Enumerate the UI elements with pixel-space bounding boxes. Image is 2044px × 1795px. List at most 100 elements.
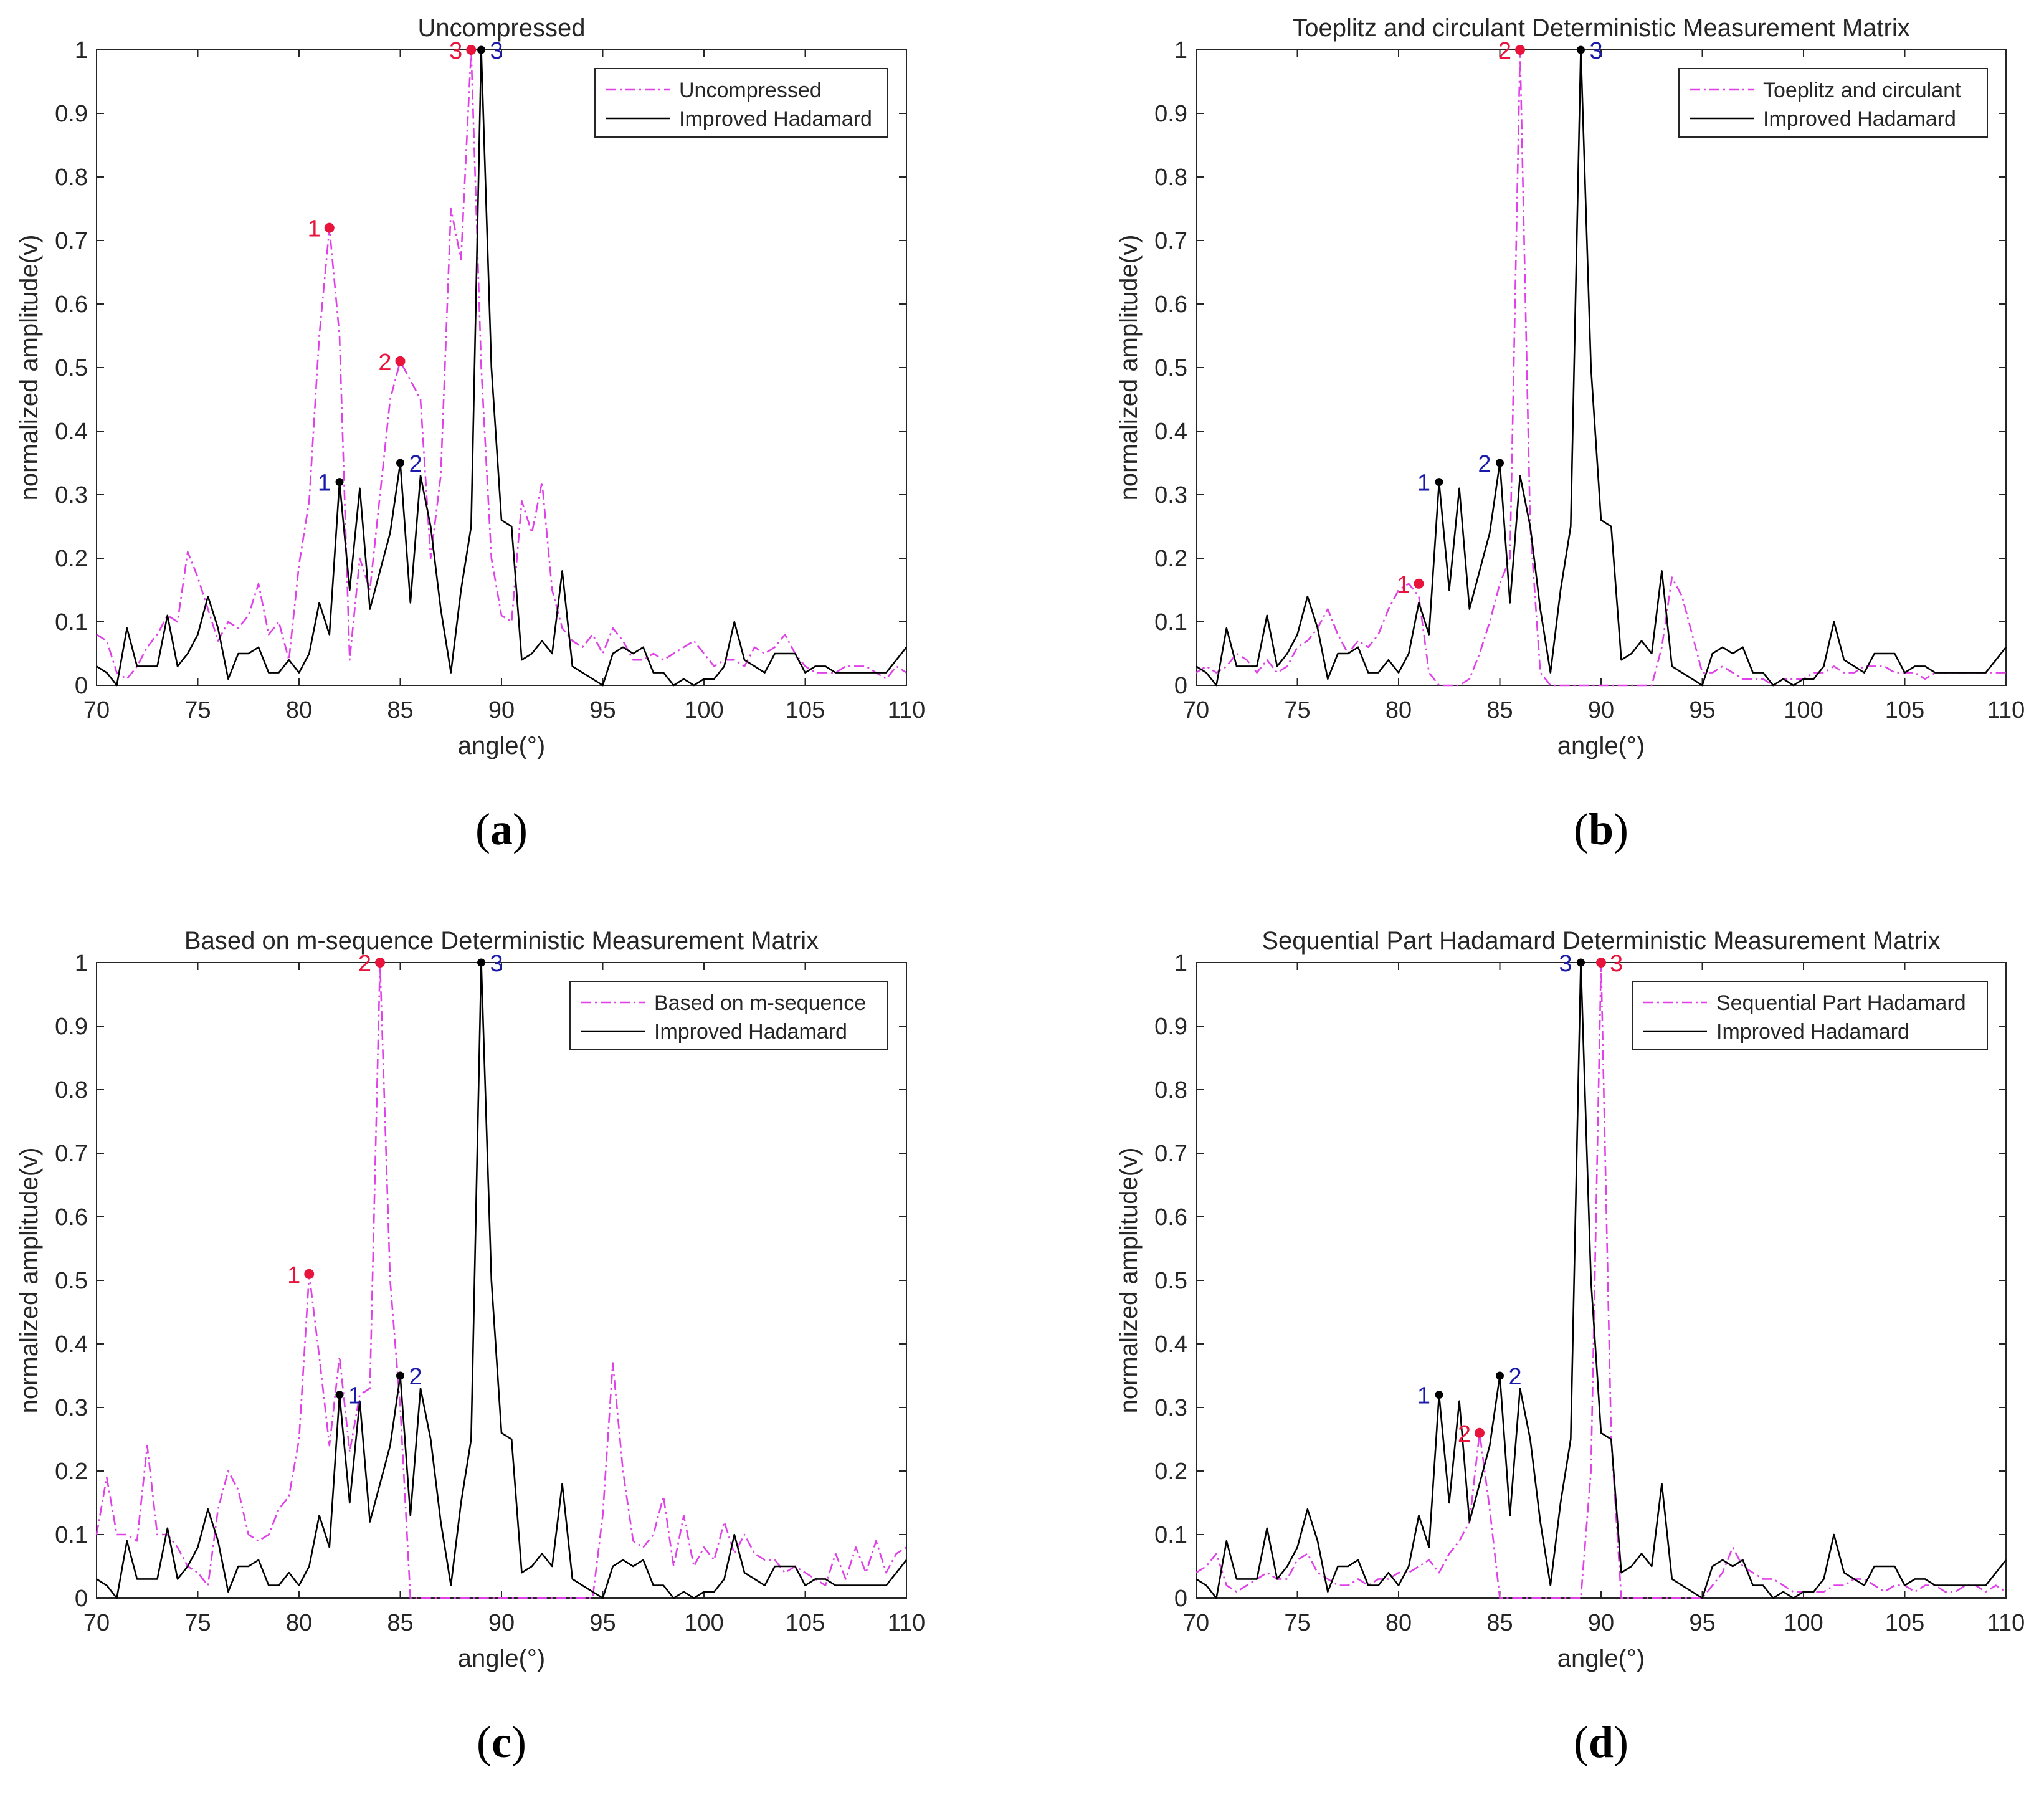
y-tick-label: 0.7 — [55, 1141, 88, 1167]
x-tick-label: 100 — [1784, 697, 1823, 723]
peak-marker — [375, 958, 385, 968]
x-axis-label: angle(°) — [1557, 732, 1645, 759]
x-tick-label: 100 — [1784, 1610, 1823, 1636]
x-tick-label: 95 — [1689, 697, 1715, 723]
chart-panel-c: 70 75 80 85 90 95 100 105 110 0 0.1 0.2 0.3 0.4 0.5 0.6… — [16, 927, 925, 1767]
x-tick-label: 85 — [1486, 1610, 1513, 1636]
peak-marker — [395, 356, 406, 366]
peak-label: 2 — [378, 350, 391, 376]
peak-marker — [1577, 958, 1585, 967]
y-axis-label: normalized amplitude(v) — [16, 235, 43, 501]
x-tick-label: 75 — [184, 1610, 211, 1636]
chart-title: Based on m-sequence Deterministic Measur… — [184, 927, 819, 955]
plot-area — [96, 962, 907, 1599]
peak-label: 3 — [449, 38, 462, 64]
panel-label: (a) — [475, 804, 528, 854]
peak-marker — [1496, 459, 1504, 467]
peak-marker — [1596, 958, 1606, 968]
series-line-improved-hadamard — [1196, 49, 2007, 687]
series-line-improved-hadamard — [1196, 961, 2007, 1599]
y-tick-label: 0.8 — [1154, 164, 1187, 191]
y-tick-label: 0.9 — [55, 1014, 88, 1040]
x-tick-label: 75 — [1284, 1610, 1310, 1636]
peak-label: 3 — [1610, 951, 1623, 977]
x-tick-label: 80 — [1386, 1610, 1412, 1636]
x-axis-label: angle(°) — [458, 1645, 546, 1672]
y-tick-label: 0.4 — [55, 419, 88, 445]
plot-area — [1196, 962, 2007, 1599]
peak-marker — [1496, 1371, 1504, 1380]
x-tick-label: 85 — [1486, 697, 1513, 723]
y-tick-label: 0 — [75, 1586, 88, 1612]
peak-marker — [1435, 478, 1443, 487]
legend-box — [569, 981, 888, 1050]
y-tick-label: 0.7 — [55, 228, 88, 254]
x-tick-label: 75 — [184, 697, 211, 723]
x-axis-label: angle(°) — [458, 732, 546, 759]
legend-entry: Based on m-sequence — [654, 991, 866, 1015]
peak-label: 1 — [308, 216, 321, 242]
chart-title: Toeplitz and circulant Deterministic Mea… — [1292, 14, 1909, 42]
peak-label: 2 — [409, 1364, 422, 1390]
legend-entry: Toeplitz and circulant — [1763, 79, 1961, 102]
y-tick-label: 0.3 — [55, 482, 88, 508]
x-tick-label: 85 — [387, 697, 413, 723]
x-tick-label: 110 — [888, 697, 926, 723]
legend-entry: Improved Hadamard — [1716, 1020, 1909, 1044]
peak-label: 3 — [1559, 951, 1572, 977]
chart-title: Sequential Part Hadamard Deterministic M… — [1262, 927, 1940, 955]
y-tick-label: 0.8 — [55, 1077, 88, 1103]
x-tick-label: 90 — [488, 697, 515, 723]
y-tick-label: 0.9 — [1154, 1014, 1187, 1040]
x-tick-label: 85 — [387, 1610, 413, 1636]
y-axis-label: normalized amplitude(v) — [16, 1148, 43, 1414]
y-tick-label: 0.8 — [55, 164, 88, 191]
y-tick-label: 0 — [1174, 673, 1187, 699]
x-tick-label: 70 — [1183, 1610, 1209, 1636]
y-tick-label: 0.4 — [1154, 419, 1187, 445]
y-tick-label: 0 — [75, 673, 88, 699]
peak-label: 3 — [1590, 38, 1603, 64]
y-tick-label: 0.7 — [1154, 1141, 1187, 1167]
y-tick-label: 0.6 — [1154, 1204, 1187, 1231]
x-tick-label: 75 — [1284, 697, 1310, 723]
chart-panel-b: 70 75 80 85 90 95 100 105 110 0 0.1 0.2 0.3 0.4 0.5 0.6… — [1115, 14, 2025, 854]
series-line-improved-hadamard — [96, 961, 908, 1599]
peak-label: 2 — [1498, 38, 1511, 64]
peak-marker — [466, 45, 477, 55]
y-axis-label: normalized amplitude(v) — [1115, 1148, 1143, 1414]
peak-label: 1 — [287, 1262, 300, 1288]
peak-label: 1 — [318, 470, 331, 497]
peak-marker — [396, 1371, 404, 1380]
y-tick-label: 1 — [75, 37, 88, 64]
y-tick-label: 0.2 — [55, 1459, 88, 1485]
x-tick-label: 90 — [1588, 697, 1614, 723]
legend-entry: Uncompressed — [679, 79, 822, 102]
x-tick-label: 110 — [888, 1610, 926, 1636]
plot-area — [96, 49, 907, 686]
legend-box — [1678, 68, 1988, 138]
x-tick-label: 70 — [83, 1610, 110, 1636]
x-tick-label: 100 — [684, 697, 723, 723]
peak-marker — [477, 958, 485, 967]
y-tick-label: 0.3 — [1154, 482, 1187, 508]
x-tick-label: 95 — [589, 1610, 616, 1636]
y-tick-label: 0.4 — [55, 1331, 88, 1358]
y-tick-label: 0.1 — [55, 1522, 88, 1548]
x-tick-label: 80 — [286, 1610, 312, 1636]
x-tick-label: 110 — [1987, 1610, 2025, 1636]
y-tick-label: 0.3 — [55, 1395, 88, 1421]
peak-label: 2 — [358, 951, 371, 977]
y-tick-label: 0.5 — [55, 1268, 88, 1294]
peak-marker — [335, 1391, 344, 1399]
x-tick-label: 70 — [83, 697, 110, 723]
y-tick-label: 0.7 — [1154, 228, 1187, 254]
series-line-comparison — [95, 961, 907, 1599]
legend-box — [1632, 981, 1988, 1050]
panel-label: (d) — [1574, 1717, 1628, 1767]
chart-title: Uncompressed — [417, 14, 585, 42]
x-tick-label: 90 — [1588, 1610, 1614, 1636]
peak-label: 1 — [1417, 1383, 1430, 1409]
peak-label: 1 — [1397, 572, 1410, 598]
